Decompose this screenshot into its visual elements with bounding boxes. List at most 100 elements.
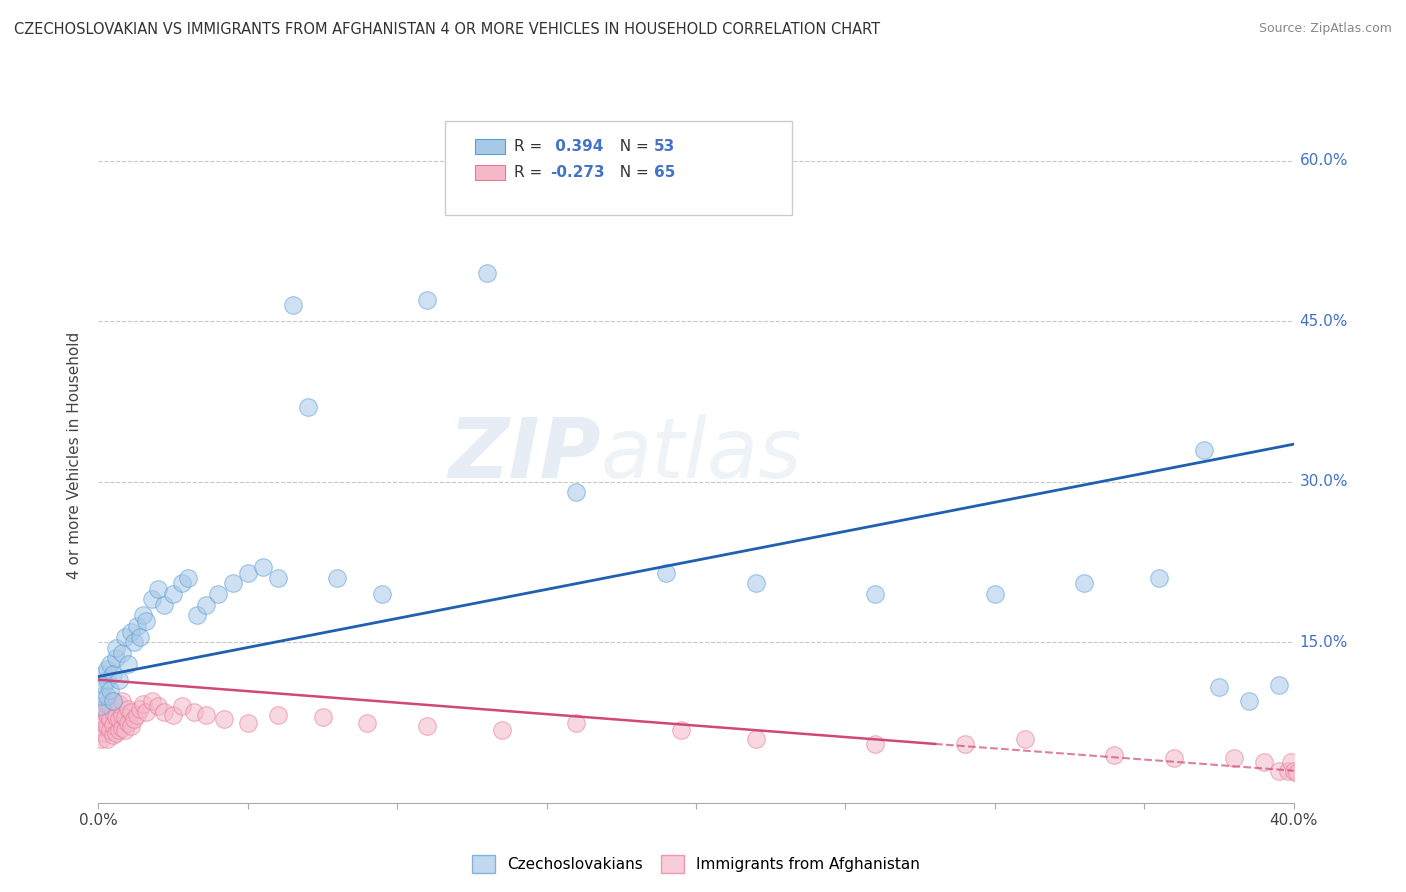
Point <box>93 667 115 681</box>
Point <box>141 592 163 607</box>
Text: N =: N = <box>610 139 654 154</box>
Point <box>127 708 149 723</box>
Point <box>90 708 112 723</box>
Point <box>103 694 125 708</box>
Point <box>565 485 588 500</box>
Point <box>132 608 155 623</box>
Text: 53: 53 <box>654 139 675 154</box>
Point <box>96 708 118 723</box>
Point <box>267 571 290 585</box>
Point <box>371 587 394 601</box>
Point <box>98 699 122 714</box>
Point <box>98 712 122 726</box>
Point <box>105 710 128 724</box>
FancyBboxPatch shape <box>475 165 505 180</box>
Point <box>120 624 142 639</box>
Point <box>96 698 118 712</box>
Point <box>1192 442 1215 457</box>
Point <box>1253 755 1275 769</box>
Point <box>222 576 245 591</box>
Point <box>135 705 157 719</box>
Point <box>108 698 131 712</box>
Point <box>267 708 290 723</box>
Point <box>865 587 887 601</box>
Point <box>172 699 194 714</box>
Point <box>953 737 976 751</box>
Point <box>90 699 112 714</box>
Text: atlas: atlas <box>600 415 801 495</box>
Point <box>105 640 128 655</box>
Point <box>297 400 319 414</box>
Point <box>96 731 118 746</box>
Point <box>194 598 218 612</box>
Point <box>98 723 122 737</box>
Point <box>108 673 131 687</box>
Point <box>1267 764 1289 778</box>
Point <box>1223 751 1246 765</box>
Point <box>124 635 146 649</box>
Point <box>96 673 118 687</box>
Point <box>93 726 115 740</box>
Point <box>114 630 136 644</box>
Point <box>655 566 678 580</box>
Point <box>96 689 118 703</box>
Point <box>120 719 142 733</box>
Point <box>207 587 229 601</box>
Text: 60.0%: 60.0% <box>1299 153 1348 168</box>
FancyBboxPatch shape <box>475 139 505 154</box>
Text: CZECHOSLOVAKIAN VS IMMIGRANTS FROM AFGHANISTAN 4 OR MORE VEHICLES IN HOUSEHOLD C: CZECHOSLOVAKIAN VS IMMIGRANTS FROM AFGHA… <box>14 22 880 37</box>
Point <box>108 723 131 737</box>
Point <box>114 723 136 737</box>
Point <box>1104 747 1126 762</box>
Point <box>281 298 304 312</box>
Point <box>491 723 513 737</box>
Point <box>1208 680 1230 694</box>
Point <box>669 723 692 737</box>
Point <box>311 710 333 724</box>
Point <box>117 715 139 730</box>
Point <box>1267 678 1289 692</box>
Point <box>111 694 134 708</box>
Text: ZIP: ZIP <box>447 415 600 495</box>
Point <box>475 266 498 280</box>
Point <box>108 712 131 726</box>
Point <box>103 694 125 708</box>
Point <box>326 571 349 585</box>
Point <box>183 705 205 719</box>
Point <box>1237 694 1260 708</box>
Point <box>1073 576 1095 591</box>
Point <box>416 293 439 307</box>
Point <box>416 719 439 733</box>
Point <box>252 560 274 574</box>
Point <box>103 705 125 719</box>
Text: R =: R = <box>515 139 547 154</box>
Point <box>111 721 134 735</box>
Point <box>153 598 176 612</box>
Point <box>177 571 200 585</box>
Point <box>1282 764 1305 778</box>
Point <box>117 657 139 671</box>
Point <box>236 715 259 730</box>
Point <box>120 705 142 719</box>
Point <box>983 587 1005 601</box>
Point <box>111 646 134 660</box>
Point <box>124 712 146 726</box>
Point <box>127 619 149 633</box>
Point <box>194 708 218 723</box>
Point <box>129 630 152 644</box>
Point <box>93 678 115 692</box>
Point <box>236 566 259 580</box>
Point <box>745 731 768 746</box>
Point <box>103 667 125 681</box>
Point <box>745 576 768 591</box>
Point <box>356 715 378 730</box>
Text: 65: 65 <box>654 165 675 180</box>
Text: 30.0%: 30.0% <box>1299 475 1348 489</box>
Text: 45.0%: 45.0% <box>1299 314 1348 328</box>
Point <box>129 701 152 715</box>
Point <box>96 719 118 733</box>
Point <box>98 683 122 698</box>
Point <box>1163 751 1185 765</box>
Point <box>114 710 136 724</box>
Point <box>162 708 184 723</box>
